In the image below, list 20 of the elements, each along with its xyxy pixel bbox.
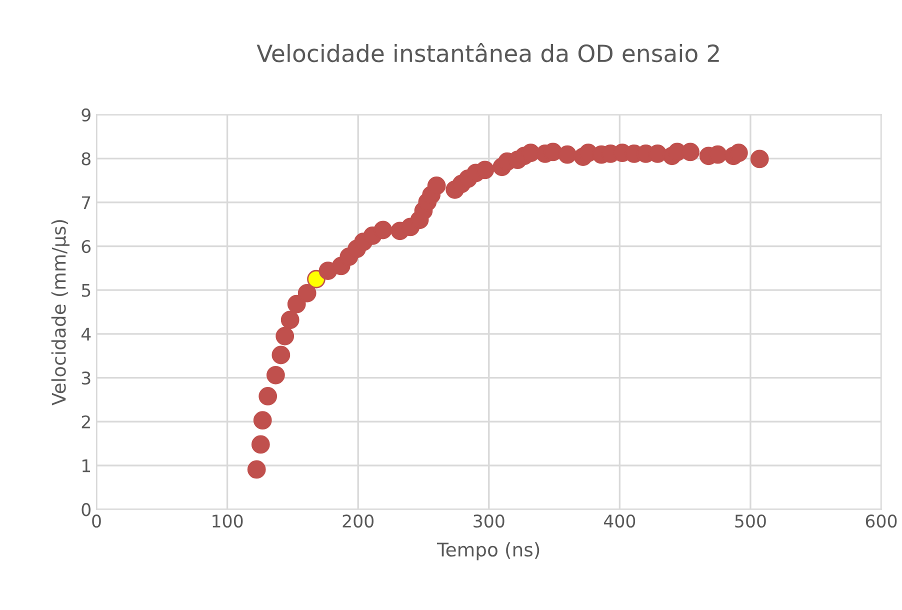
x-tick-label: 600 xyxy=(866,514,897,528)
y-tick-label: 0 xyxy=(82,503,90,516)
y-axis-title: Velocidade (mm/µs) xyxy=(51,220,70,406)
y-tick-label: 1 xyxy=(82,459,90,472)
x-tick-label: 300 xyxy=(474,514,504,528)
x-tick-label: 200 xyxy=(342,514,374,528)
y-tick-label: 3 xyxy=(82,372,90,385)
y-tick-label: 6 xyxy=(82,240,91,254)
x-axis-title: Tempo (ns) xyxy=(436,542,540,560)
y-tick-label: 4 xyxy=(81,328,91,341)
x-tick-label: 500 xyxy=(735,514,766,528)
x-tick-label: 400 xyxy=(604,514,636,528)
y-tick-label: 9 xyxy=(82,108,90,122)
y-tick-label: 7 xyxy=(82,196,90,209)
x-tick-label: 0 xyxy=(92,514,101,528)
y-tick-label: 8 xyxy=(82,152,90,166)
y-tick-label: 2 xyxy=(82,415,90,428)
chart-title: Velocidade instantânea da OD ensaio 2 xyxy=(256,43,719,62)
x-tick-label: 100 xyxy=(212,514,243,528)
y-tick-label: 5 xyxy=(82,284,90,297)
